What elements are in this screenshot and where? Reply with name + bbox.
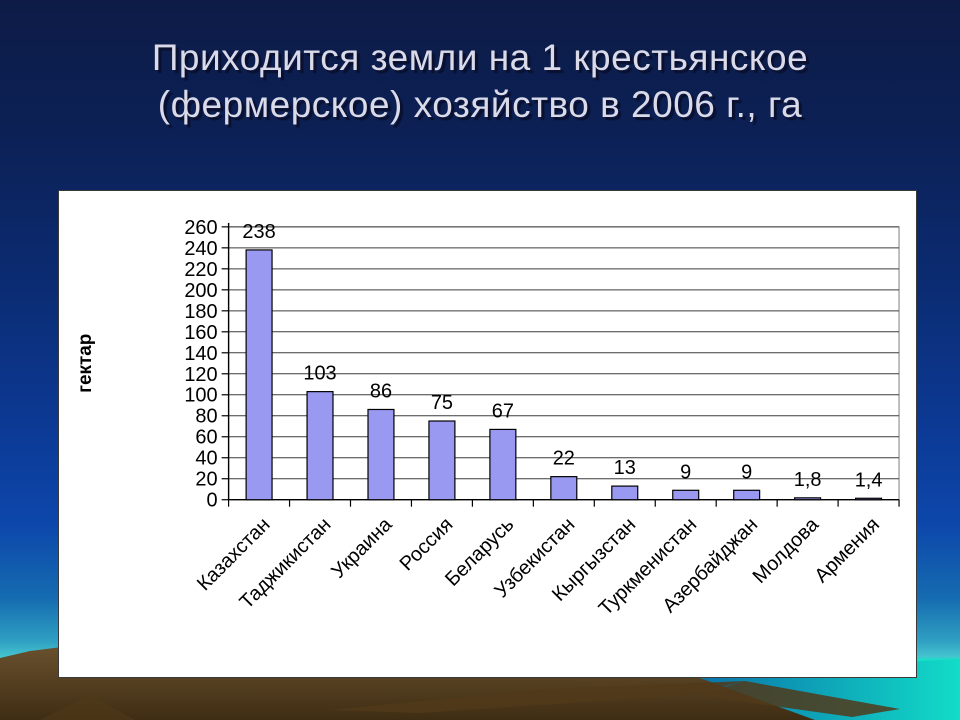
y-tick-label: 120: [184, 364, 217, 386]
bar: [550, 476, 578, 501]
bar: [611, 485, 639, 501]
x-category-label: Россия: [396, 514, 458, 576]
chart-panel: 0 20 40 60 80 100 120 140 160 180 200 220 240 260 238 К…: [58, 190, 917, 678]
y-tick-label: 220: [184, 259, 217, 281]
y-tick-label: 100: [184, 385, 217, 407]
bar-value-label: 1,4: [855, 469, 883, 491]
mountain-shadow-streak: [695, 681, 900, 717]
y-tick-label: 240: [184, 238, 217, 260]
bar-value-label: 9: [680, 461, 691, 483]
x-category-label: Украина: [327, 513, 397, 583]
y-tick-label: 260: [184, 217, 217, 239]
x-category-label: Молдова: [749, 513, 824, 588]
y-axis-title: гектар: [75, 334, 96, 393]
bar-value-label: 103: [303, 363, 336, 385]
bar-value-label: 86: [370, 381, 392, 403]
y-tick-label: 200: [184, 280, 217, 302]
mountain-shadow-streak: [40, 695, 135, 720]
bar-value-label: 75: [431, 392, 453, 414]
y-tick-label: 60: [195, 427, 217, 449]
y-tick-label: 20: [195, 469, 217, 491]
bar: [672, 489, 700, 501]
x-category-label: Армения: [810, 514, 884, 588]
bar: [306, 391, 334, 501]
y-tick-label: 180: [184, 301, 217, 323]
bar-value-label: 67: [492, 400, 514, 422]
mountain-shadow-streak: [330, 681, 745, 713]
y-tick-label: 160: [184, 322, 217, 344]
y-tick-label: 140: [184, 343, 217, 365]
bar: [854, 497, 883, 501]
bar: [733, 489, 761, 501]
bar: [794, 497, 822, 501]
bar: [428, 420, 456, 501]
bar: [245, 249, 273, 501]
slide-title-line1: Приходится земли на 1 крестьянское: [151, 37, 809, 78]
bar: [367, 408, 395, 501]
slide-title-line2: (фермерское) хозяйство в 2006 г., га: [157, 84, 803, 125]
bar-value-label: 22: [553, 448, 575, 470]
slide-title: Приходится земли на 1 крестьянское (ферм…: [28, 34, 932, 128]
bar-value-label: 13: [614, 457, 636, 479]
bar-value-label: 1,8: [794, 469, 822, 491]
bar: [489, 428, 517, 501]
y-tick-label: 80: [195, 406, 217, 428]
y-tick-label: 40: [195, 448, 217, 470]
y-tick-label: 0: [207, 490, 218, 512]
bar-value-label: 9: [741, 461, 752, 483]
bar-value-label: 238: [242, 221, 275, 243]
